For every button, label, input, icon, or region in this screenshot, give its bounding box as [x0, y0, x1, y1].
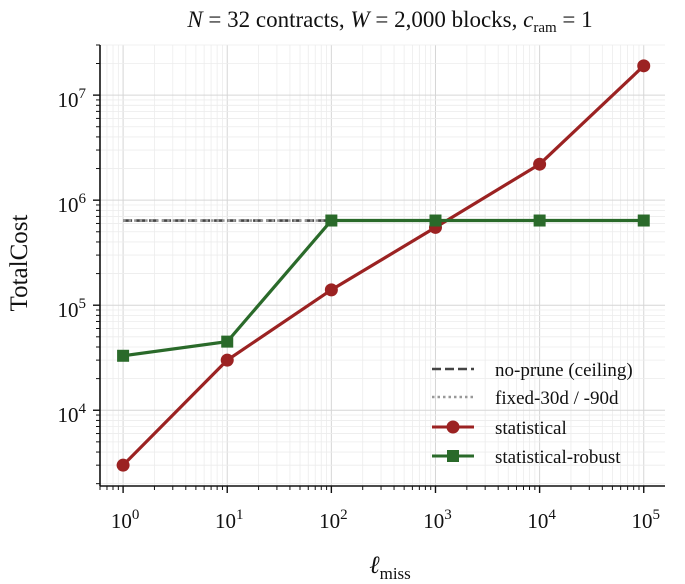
series-layer — [116, 59, 651, 472]
x-axis-label: ℓmiss — [369, 552, 411, 583]
title-w-var: W — [350, 7, 371, 32]
title-c-sub: ram — [533, 20, 557, 36]
data-point-statistical-robust — [117, 349, 130, 362]
x-tick-label: 100 — [111, 507, 140, 533]
x-tick-label: 104 — [527, 507, 556, 533]
y-tick-label: 107 — [58, 86, 87, 112]
title-w-part: = 2,000 blocks, — [370, 7, 524, 32]
x-tick-label: 102 — [319, 507, 348, 533]
title-n-var: N — [186, 7, 204, 32]
data-point-statistical-robust — [221, 335, 234, 348]
title-c-var: c — [523, 7, 533, 32]
data-point-statistical-robust — [637, 214, 650, 227]
chart-title: N = 32 contracts, W = 2,000 blocks, cram… — [186, 7, 592, 36]
x-label-sub: miss — [380, 564, 411, 583]
y-tick-label: 104 — [58, 401, 87, 427]
legend-marker-statistical — [446, 420, 460, 434]
grid — [99, 44, 665, 486]
title-n-part: = 32 contracts, — [203, 7, 351, 32]
title-c-part: = 1 — [557, 7, 593, 32]
legend-label-no-prune: no-prune (ceiling) — [495, 360, 633, 381]
legend-label-fixed: fixed-30d / -90d — [495, 388, 619, 409]
y-tick-label: 105 — [58, 296, 87, 322]
data-point-statistical — [533, 157, 547, 171]
data-point-statistical — [324, 283, 338, 297]
y-tick-label: 106 — [58, 191, 87, 217]
data-point-statistical — [220, 353, 234, 367]
legend-label-statistical: statistical — [495, 418, 567, 439]
data-point-statistical — [637, 59, 651, 73]
series-line-statistical-robust — [122, 218, 644, 358]
y-axis-label: TotalCost — [6, 215, 33, 312]
legend: no-prune (ceiling) fixed-30d / -90d stat… — [432, 360, 633, 468]
ticks: 100 101 102 103 104 105 104 105 106 107 — [58, 44, 660, 533]
legend-label-statistical-robust: statistical-robust — [495, 447, 621, 468]
data-point-statistical-robust — [429, 214, 442, 227]
data-point-statistical-robust — [325, 214, 338, 227]
data-point-statistical — [116, 458, 130, 472]
x-tick-label: 101 — [215, 507, 244, 533]
x-tick-label: 103 — [423, 507, 452, 533]
data-point-statistical-robust — [533, 214, 546, 227]
x-tick-label: 105 — [631, 507, 660, 533]
series-line-statistical — [121, 64, 645, 467]
x-label-var: ℓ — [369, 552, 380, 579]
legend-marker-statistical-robust — [447, 450, 459, 462]
